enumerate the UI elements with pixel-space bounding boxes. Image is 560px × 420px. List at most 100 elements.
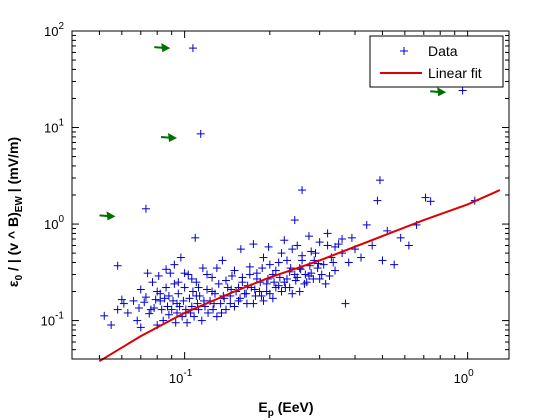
x-axis-title: Ep (EeV)	[258, 399, 313, 419]
legend-label-fit: Linear fit	[428, 65, 482, 81]
data-point	[140, 298, 149, 307]
data-point	[323, 241, 332, 250]
data-point	[162, 283, 171, 292]
data-point	[362, 220, 371, 229]
data-point	[317, 270, 326, 279]
data-point	[290, 270, 299, 279]
data-point	[113, 261, 122, 270]
data-point	[204, 308, 213, 317]
data-point	[288, 245, 297, 254]
data-point	[259, 253, 268, 262]
data-point	[154, 271, 163, 280]
legend-marker-data	[400, 47, 408, 55]
arrow-marker	[160, 132, 178, 142]
data-point	[150, 304, 159, 313]
data-point	[315, 238, 324, 247]
data-point	[185, 294, 194, 303]
data-point	[196, 129, 205, 138]
data-point	[293, 241, 302, 250]
data-point	[230, 266, 239, 275]
data-point	[221, 305, 230, 314]
data-point	[188, 287, 197, 296]
data-point	[329, 258, 338, 267]
legend-box	[369, 35, 504, 88]
data-point	[373, 196, 382, 205]
data-point	[148, 278, 157, 287]
data-point	[252, 269, 261, 278]
data-point	[298, 186, 307, 195]
data-point	[257, 291, 266, 300]
data-point	[265, 260, 274, 269]
data-point	[136, 285, 145, 294]
data-point	[173, 308, 182, 317]
axes: 10-1 100 10-1 100 101 102	[41, 21, 510, 386]
data-point	[174, 289, 183, 298]
data-point	[129, 296, 138, 305]
data-point	[212, 312, 221, 321]
data-point	[338, 235, 347, 244]
data-point	[197, 316, 206, 325]
data-point	[214, 279, 223, 288]
data-point	[290, 216, 299, 225]
arrow-marker	[99, 211, 116, 221]
data-point	[170, 260, 179, 269]
data-point	[245, 270, 254, 279]
data-point	[236, 245, 245, 254]
plot-area	[98, 43, 501, 363]
data-point	[117, 295, 126, 304]
data-point	[301, 270, 310, 279]
data-point	[262, 287, 271, 296]
data-point	[167, 305, 176, 314]
data-point	[227, 271, 236, 280]
x-tick-label: 10-1	[169, 368, 193, 386]
data-point	[245, 262, 254, 271]
data-point	[396, 233, 405, 242]
data-point	[184, 270, 193, 279]
data-point	[136, 323, 145, 332]
arrow-marker	[154, 43, 171, 53]
y-tick-label: 10-1	[41, 311, 65, 329]
data-point	[421, 193, 430, 202]
data-point	[258, 264, 267, 273]
data-point	[264, 242, 273, 251]
data-point	[230, 302, 239, 311]
x-tick-label: 100	[454, 368, 474, 386]
data-point	[259, 296, 268, 305]
data-point	[146, 305, 155, 314]
data-point	[209, 305, 218, 314]
data-point	[304, 271, 313, 280]
data-point	[250, 285, 259, 294]
data-point	[223, 283, 232, 292]
data-point	[291, 276, 300, 285]
data-point	[107, 321, 116, 330]
data-point	[311, 249, 320, 258]
data-point	[173, 299, 182, 308]
data-point	[277, 287, 286, 296]
data-point	[426, 197, 435, 206]
data-point	[236, 294, 245, 303]
y-tick-label: 102	[44, 21, 64, 39]
data-point	[145, 309, 154, 318]
data-point	[221, 276, 230, 285]
data-point	[277, 249, 286, 258]
data-point	[198, 264, 207, 273]
data-point	[341, 299, 350, 308]
data-point	[188, 44, 197, 53]
data-point	[157, 305, 166, 314]
data-point	[153, 287, 162, 296]
data-point	[190, 312, 199, 321]
data-point	[331, 266, 340, 275]
data-point	[203, 285, 212, 294]
data-point	[163, 302, 172, 311]
data-point	[180, 269, 189, 278]
data-point	[171, 318, 180, 327]
data-point	[123, 308, 132, 317]
data-point	[307, 247, 316, 256]
data-point	[141, 293, 150, 302]
data-point	[119, 299, 128, 308]
data-point	[325, 271, 334, 280]
data-point	[183, 318, 192, 327]
data-point	[274, 258, 283, 267]
data-point	[288, 289, 297, 298]
data-point	[164, 310, 173, 319]
